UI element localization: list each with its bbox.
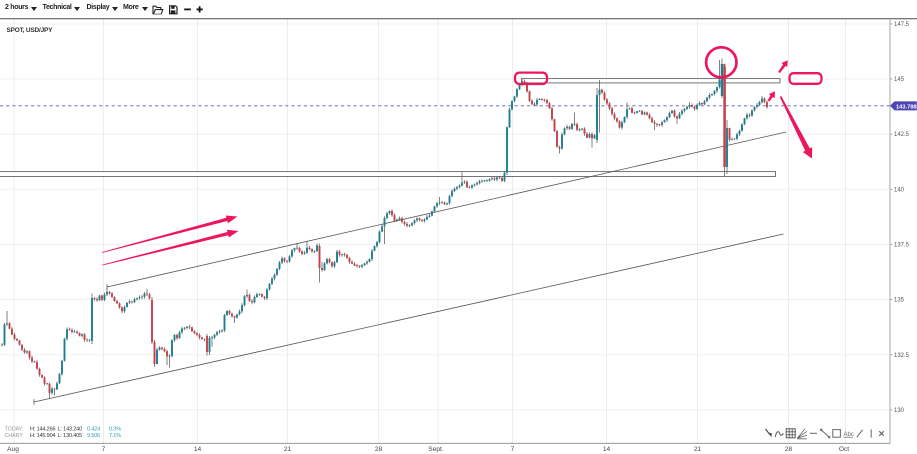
svg-text:147.5: 147.5	[894, 22, 910, 28]
svg-text:Oct: Oct	[839, 446, 849, 453]
svg-text:SPOT, USD/JPY: SPOT, USD/JPY	[7, 27, 54, 34]
svg-text:L: 143.240: L: 143.240	[58, 427, 83, 433]
svg-text:L: 130.405: L: 130.405	[58, 433, 83, 439]
svg-text:137.5: 137.5	[894, 243, 910, 249]
svg-text:Aug: Aug	[7, 446, 19, 453]
svg-text:TODAY:: TODAY:	[5, 427, 24, 433]
svg-text:21: 21	[694, 446, 702, 453]
svg-text:21: 21	[284, 446, 292, 453]
svg-text:28: 28	[785, 446, 793, 453]
svg-text:7: 7	[102, 446, 106, 453]
svg-text:28: 28	[375, 446, 383, 453]
svg-text:0.3%: 0.3%	[109, 427, 121, 433]
svg-text:143.788: 143.788	[896, 104, 917, 110]
svg-text:135: 135	[894, 298, 905, 304]
svg-text:0.424: 0.424	[87, 427, 100, 433]
svg-text:Abc: Abc	[844, 432, 854, 438]
svg-text:145: 145	[894, 77, 905, 83]
svg-text:7.1%: 7.1%	[109, 433, 121, 439]
svg-text:CHART:: CHART:	[5, 433, 24, 439]
svg-text:Sept.: Sept.	[428, 446, 444, 453]
svg-text:9.506: 9.506	[87, 433, 100, 439]
svg-text:H: 145.904: H: 145.904	[30, 433, 56, 439]
svg-text:14: 14	[194, 446, 202, 453]
svg-text:H: 144.266: H: 144.266	[30, 427, 56, 433]
svg-text:142.5: 142.5	[894, 132, 910, 138]
svg-text:140: 140	[894, 187, 905, 193]
svg-text:130: 130	[894, 408, 905, 414]
svg-text:132.5: 132.5	[894, 353, 910, 359]
svg-text:14: 14	[603, 446, 611, 453]
svg-text:7: 7	[511, 446, 515, 453]
